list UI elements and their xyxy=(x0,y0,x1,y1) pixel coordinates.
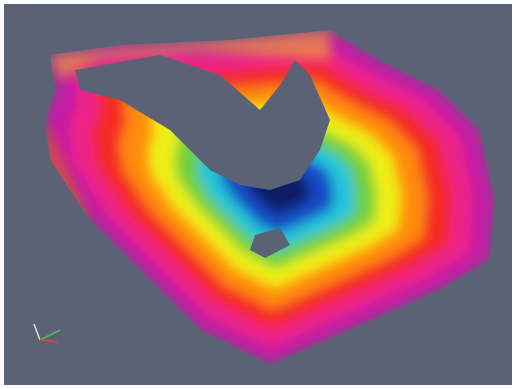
axis-line xyxy=(39,329,61,341)
surface-gap xyxy=(250,228,290,258)
surface-hole xyxy=(75,55,330,190)
surface xyxy=(45,30,495,365)
axis-triad xyxy=(33,323,61,343)
axis-line xyxy=(39,339,59,343)
axis-line xyxy=(33,323,41,341)
